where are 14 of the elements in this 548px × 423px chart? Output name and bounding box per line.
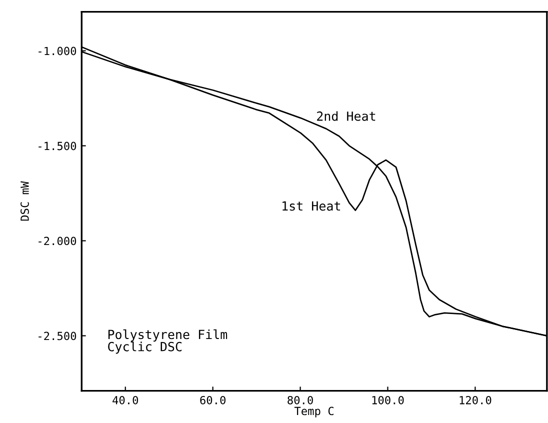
x-tick-label: 60.0 bbox=[200, 396, 226, 404]
annotation: 1st Heat bbox=[282, 201, 340, 211]
y-tick-label: -2.000 bbox=[38, 236, 76, 246]
y-tick-label: -1.000 bbox=[38, 46, 76, 56]
y-tick-label: -1.500 bbox=[38, 142, 76, 150]
x-tick-label: 40.0 bbox=[112, 396, 138, 404]
y-tick-label: -2.500 bbox=[38, 332, 76, 340]
x-axis-title: Temp C bbox=[294, 406, 334, 418]
x-tick-label: 120.0 bbox=[460, 396, 492, 404]
x-tick-label: 80.0 bbox=[288, 396, 313, 404]
annotation: 2nd Heat bbox=[317, 111, 376, 121]
y-axis-title: DSC mW bbox=[20, 181, 29, 221]
annotation: Polystyrene Film Cyclic DSC bbox=[108, 329, 228, 354]
x-tick-label: 100.0 bbox=[372, 396, 404, 404]
